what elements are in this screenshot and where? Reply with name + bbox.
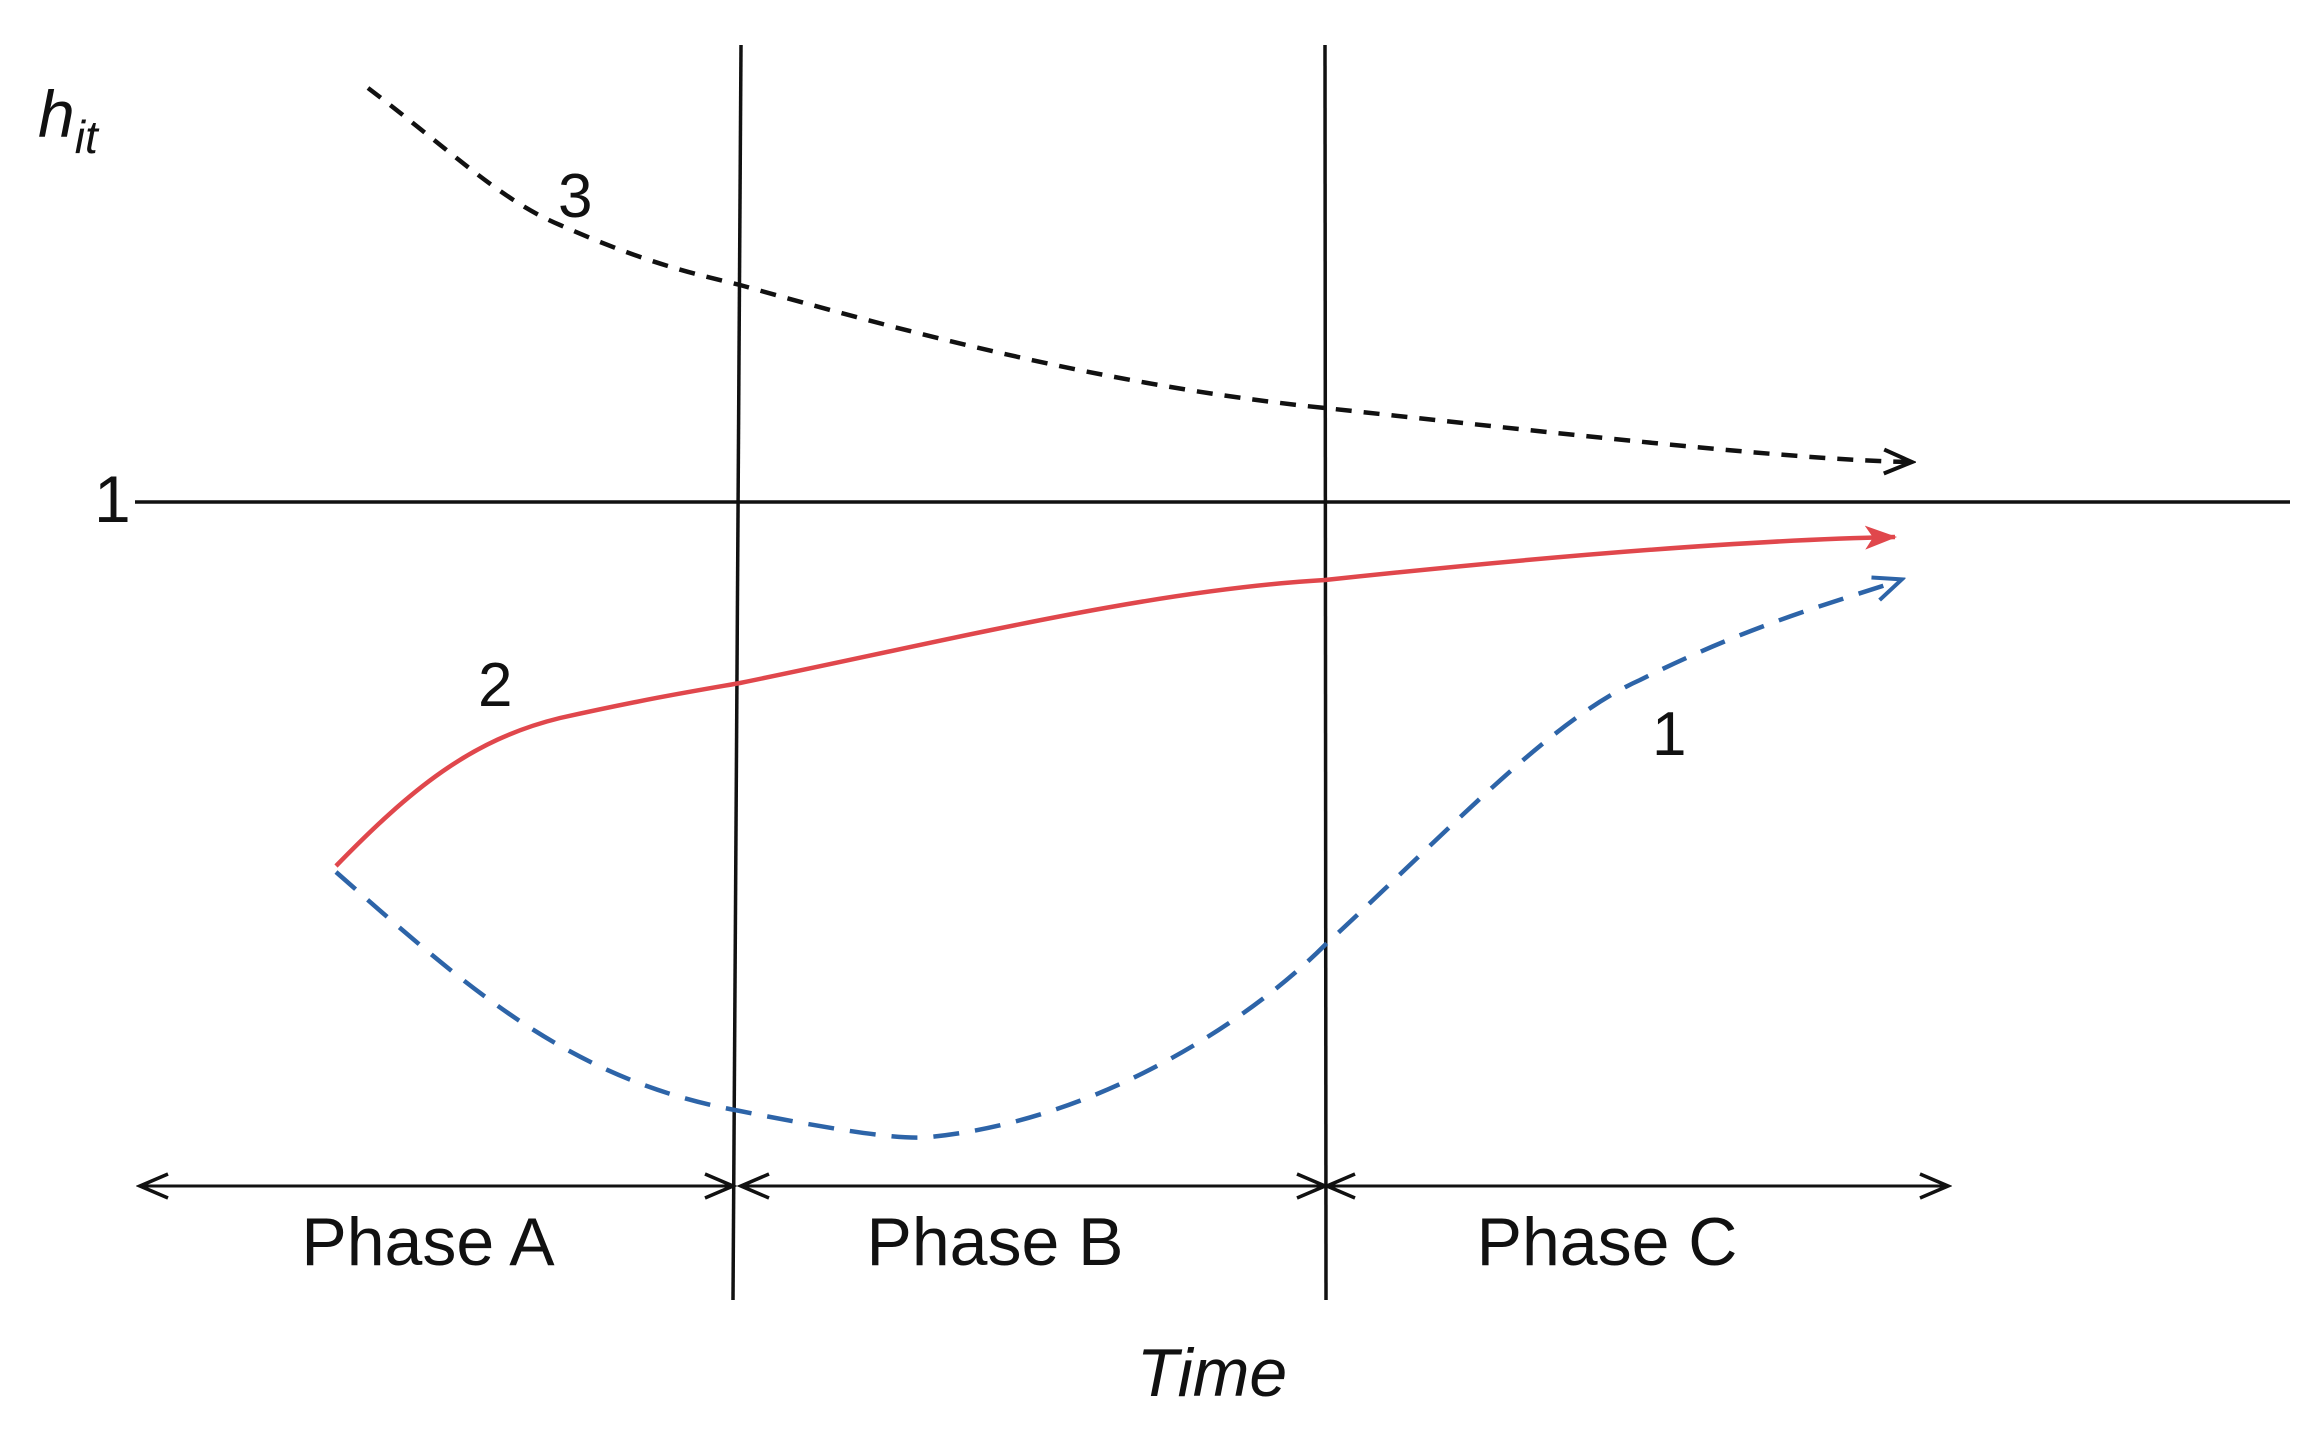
curve-1-label: 1 [1652,700,1686,769]
phase-a-label: Phase A [301,1204,555,1280]
phase-b-label: Phase B [866,1204,1123,1280]
x-axis-label: Time [1137,1335,1288,1411]
y-axis-label-main: h [38,77,75,151]
phase-c-label: Phase C [1477,1204,1738,1280]
curve-2 [334,525,1897,868]
phase-boundary-ab [731,44,743,1301]
curve-3-label: 3 [558,162,592,231]
phase-boundary-bc [1323,44,1328,1301]
curve-1 [334,580,1900,1140]
curve-2-label: 2 [478,651,512,720]
reference-level-label: 1 [94,462,131,536]
y-axis-label: hit [38,77,100,163]
y-axis-label-subscript: it [75,111,100,163]
curve-3 [366,86,1910,462]
